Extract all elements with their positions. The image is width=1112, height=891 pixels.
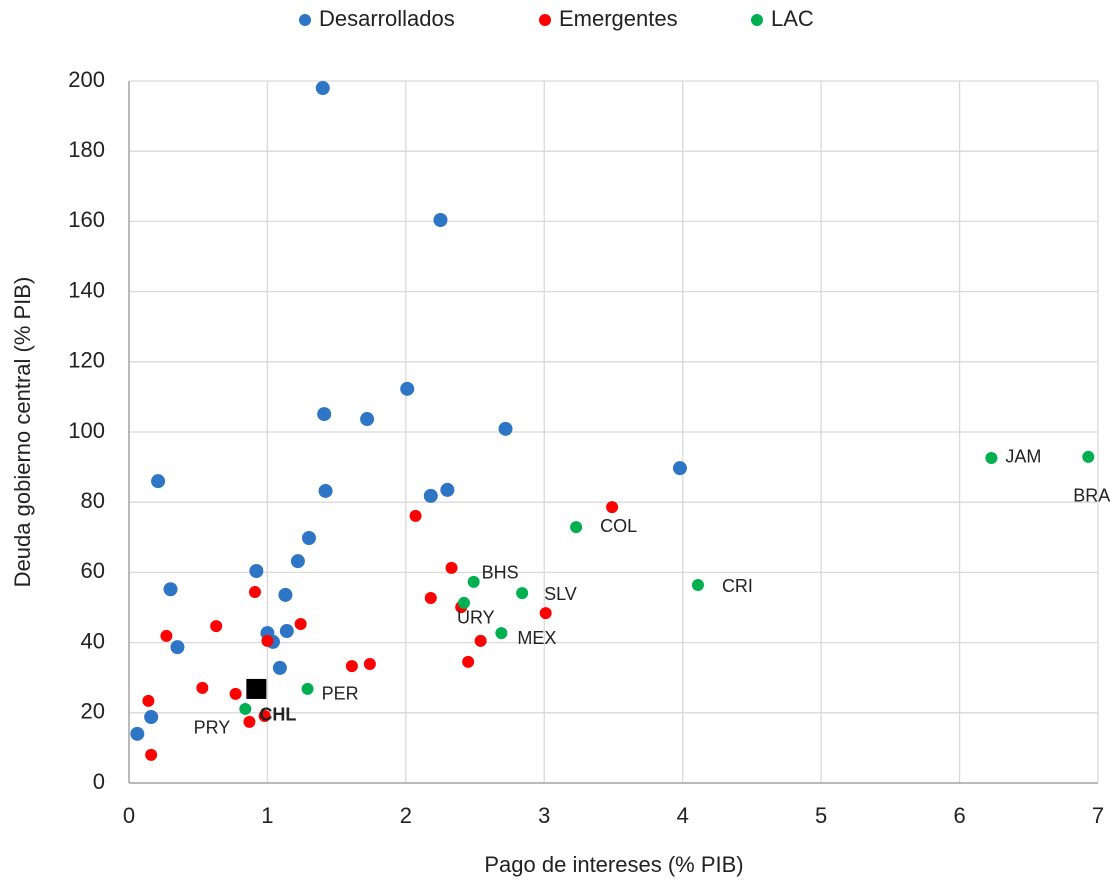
x-tick-label: 1 bbox=[261, 803, 273, 828]
point bbox=[315, 81, 330, 96]
point bbox=[498, 421, 513, 436]
point bbox=[516, 587, 529, 600]
point bbox=[433, 212, 448, 227]
point bbox=[318, 483, 333, 498]
point bbox=[279, 624, 294, 639]
point bbox=[985, 451, 998, 464]
point bbox=[170, 640, 185, 655]
point bbox=[301, 531, 316, 546]
point bbox=[294, 617, 307, 630]
x-tick-label: 4 bbox=[677, 803, 689, 828]
point bbox=[691, 579, 704, 592]
point bbox=[144, 710, 159, 725]
x-tick-label: 5 bbox=[815, 803, 827, 828]
point bbox=[145, 748, 158, 761]
point bbox=[239, 702, 252, 715]
point bbox=[258, 709, 271, 722]
x-tick-label: 3 bbox=[538, 803, 550, 828]
y-tick-label: 80 bbox=[81, 488, 105, 513]
point bbox=[467, 575, 480, 588]
legend-marker bbox=[751, 14, 763, 26]
point bbox=[130, 726, 145, 741]
point bbox=[539, 607, 552, 620]
point bbox=[474, 634, 487, 647]
point bbox=[163, 582, 178, 597]
x-tick-label: 0 bbox=[123, 803, 135, 828]
point bbox=[229, 687, 242, 700]
legend-marker bbox=[299, 14, 311, 26]
point bbox=[570, 521, 583, 534]
x-tick-label: 2 bbox=[400, 803, 412, 828]
point bbox=[462, 655, 475, 668]
point bbox=[345, 660, 358, 673]
point-label: PRY bbox=[194, 718, 231, 738]
point bbox=[440, 482, 455, 497]
point bbox=[249, 563, 264, 578]
point bbox=[196, 681, 209, 694]
point-label: COL bbox=[600, 516, 637, 536]
point bbox=[360, 412, 375, 427]
point-label: URY bbox=[457, 608, 495, 628]
y-tick-label: 180 bbox=[68, 137, 105, 162]
point-label: MEX bbox=[517, 628, 556, 648]
y-tick-label: 140 bbox=[68, 277, 105, 302]
point-label: CRI bbox=[722, 576, 753, 596]
point-label: PER bbox=[322, 684, 359, 704]
point bbox=[672, 461, 687, 476]
x-tick-label: 7 bbox=[1092, 803, 1104, 828]
point bbox=[248, 586, 261, 599]
x-axis-title: Pago de intereses (% PIB) bbox=[484, 852, 743, 877]
point bbox=[1082, 450, 1095, 463]
y-tick-label: 0 bbox=[93, 769, 105, 794]
point-label: SLV bbox=[544, 584, 577, 604]
highlight-label: CHL bbox=[259, 705, 296, 725]
legend-label: LAC bbox=[771, 6, 814, 31]
point bbox=[423, 488, 438, 503]
point bbox=[606, 501, 619, 514]
point bbox=[457, 596, 470, 609]
y-tick-label: 20 bbox=[81, 699, 105, 724]
point bbox=[363, 658, 376, 671]
point bbox=[272, 660, 287, 675]
legend-label: Desarrollados bbox=[319, 6, 455, 31]
point-label: JAM bbox=[1005, 447, 1041, 467]
y-tick-label: 200 bbox=[68, 67, 105, 92]
highlight-point bbox=[246, 678, 267, 699]
y-tick-label: 40 bbox=[81, 628, 105, 653]
point bbox=[301, 682, 314, 695]
point-label: BHS bbox=[482, 563, 519, 583]
point bbox=[243, 715, 256, 728]
point bbox=[160, 629, 173, 642]
point bbox=[409, 509, 422, 522]
y-tick-label: 100 bbox=[68, 418, 105, 443]
y-axis-title: Deuda gobierno central (% PIB) bbox=[10, 277, 35, 588]
point bbox=[278, 587, 293, 602]
point bbox=[424, 592, 437, 605]
point bbox=[495, 627, 508, 640]
x-tick-label: 6 bbox=[953, 803, 965, 828]
legend-label: Emergentes bbox=[559, 6, 678, 31]
point bbox=[445, 561, 458, 574]
point bbox=[142, 694, 155, 707]
point-label: BRA bbox=[1073, 486, 1110, 506]
point bbox=[400, 381, 415, 396]
y-tick-label: 120 bbox=[68, 348, 105, 373]
point bbox=[290, 554, 305, 569]
point bbox=[151, 474, 166, 489]
point bbox=[261, 634, 274, 647]
y-tick-label: 160 bbox=[68, 207, 105, 232]
y-tick-label: 60 bbox=[81, 558, 105, 583]
legend-marker bbox=[539, 14, 551, 26]
point bbox=[210, 620, 223, 633]
point bbox=[317, 407, 332, 422]
